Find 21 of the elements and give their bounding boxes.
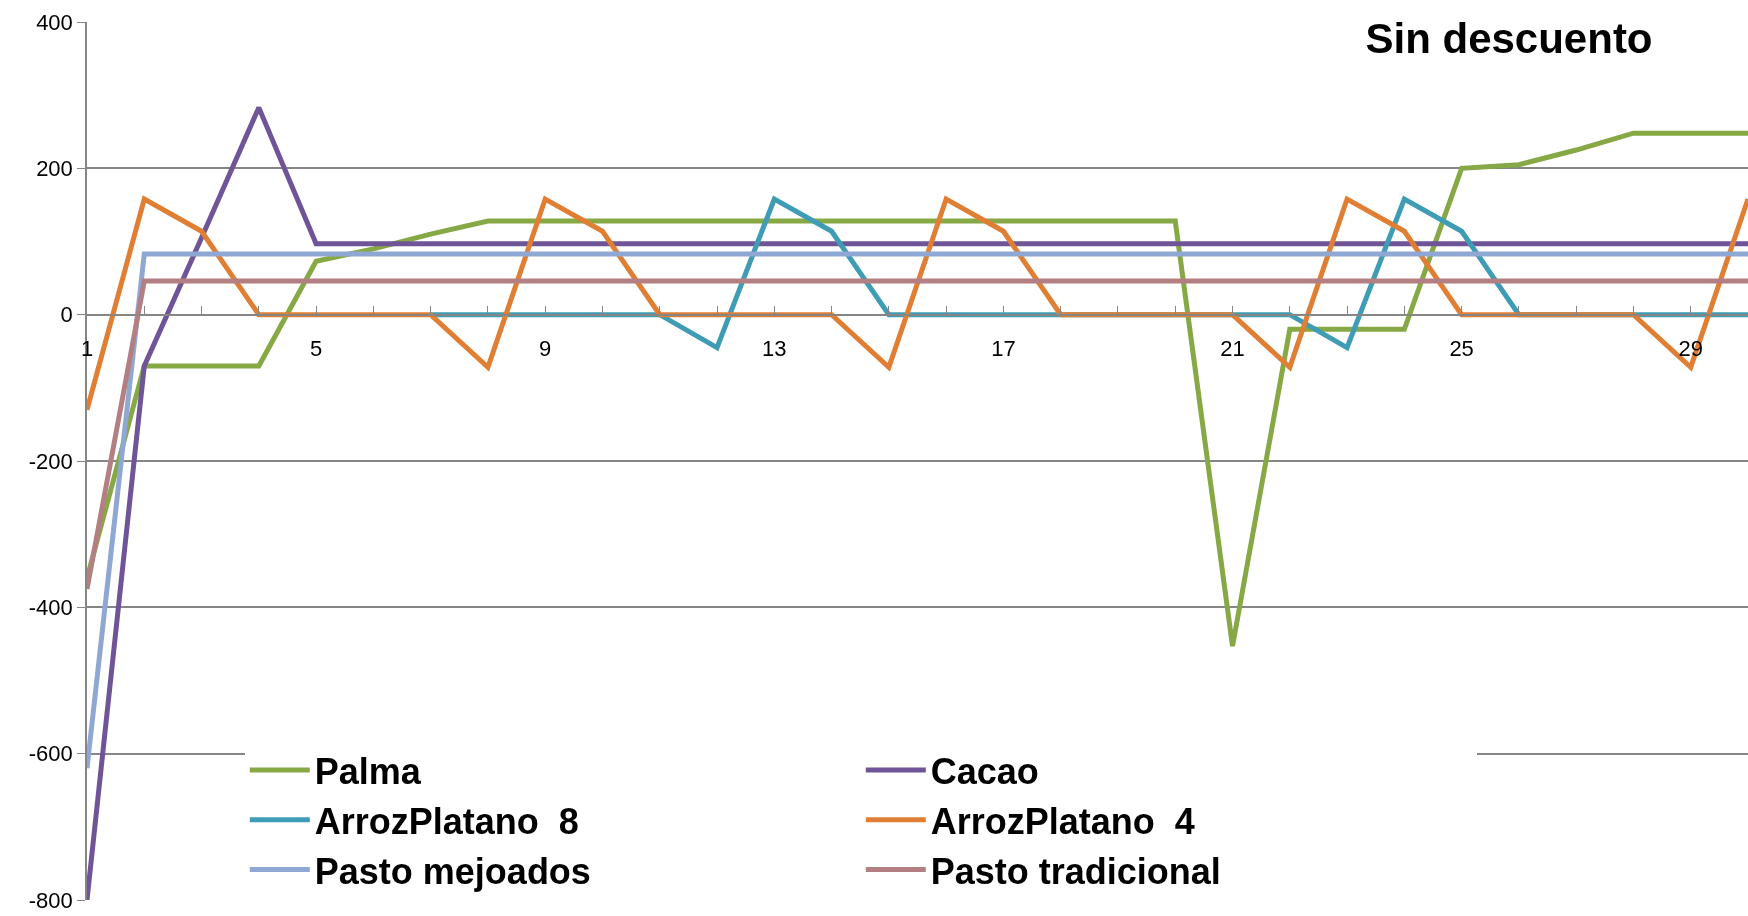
- x-tick-label: 9: [539, 335, 552, 361]
- x-tick-label: 21: [1220, 335, 1245, 361]
- x-tick-label: 25: [1449, 335, 1474, 361]
- legend-label: Pasto tradicional: [930, 850, 1221, 892]
- y-tick-label: 200: [36, 156, 73, 182]
- y-tick-label: 0: [60, 302, 73, 328]
- y-tick-label: -400: [28, 595, 73, 621]
- y-tick-label: -200: [28, 448, 73, 474]
- x-tick-label: 1: [80, 335, 94, 361]
- y-tick-label: -600: [28, 741, 73, 767]
- chart-title: Sin descuento: [1365, 14, 1653, 62]
- x-tick-label: 5: [309, 335, 323, 361]
- legend-label: Palma: [314, 750, 422, 792]
- y-tick-label: -800: [28, 887, 73, 913]
- legend-label: ArrozPlatano 4: [930, 800, 1195, 842]
- legend-label: ArrozPlatano 8: [314, 800, 579, 842]
- x-tick-label: 17: [991, 335, 1016, 361]
- x-tick-label: 13: [762, 335, 787, 361]
- legend-label: Cacao: [930, 750, 1039, 792]
- y-tick-label: 400: [36, 9, 73, 35]
- legend-label: Pasto mejoados: [314, 850, 591, 892]
